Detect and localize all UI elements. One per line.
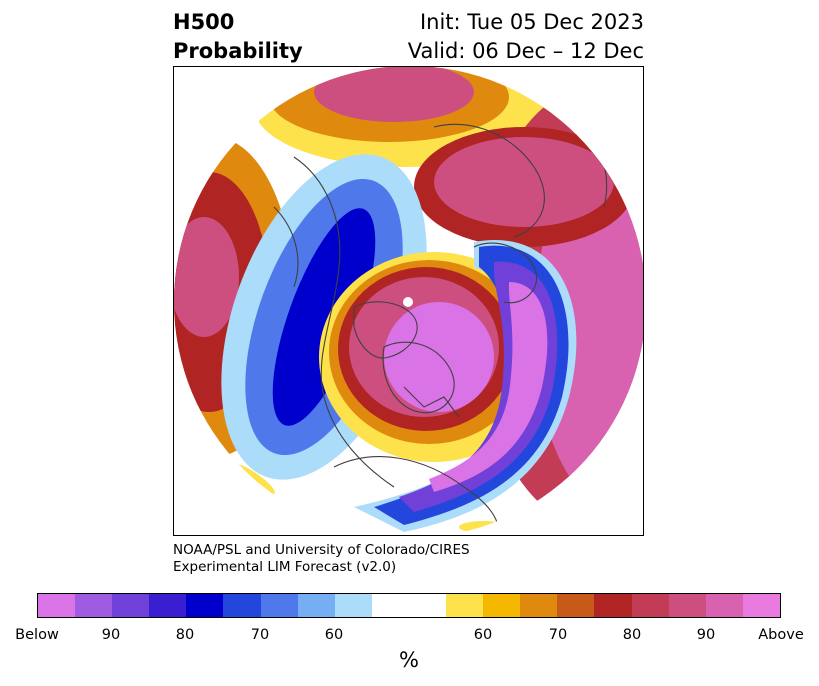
colorbar-segment	[112, 594, 150, 617]
colorbar-segment	[557, 594, 595, 617]
credit: NOAA/PSL and University of Colorado/CIRE…	[173, 542, 470, 576]
colorbar-segment	[483, 594, 521, 617]
colorbar-segment	[742, 594, 780, 617]
credit-line1: NOAA/PSL and University of Colorado/CIRE…	[173, 542, 470, 558]
colorbar-segment	[297, 594, 335, 617]
colorbar-segment	[75, 594, 113, 617]
colorbar-tick-label: 60	[473, 627, 493, 643]
colorbar-tick-label: 70	[548, 627, 568, 643]
colorbar-tick-label: 80	[175, 627, 195, 643]
colorbar-tick-label: 90	[696, 627, 716, 643]
colorbar-unit: %	[399, 648, 419, 672]
title-product: Probability	[173, 39, 303, 63]
colorbar-tick-label: 70	[250, 627, 270, 643]
colorbar-segment	[408, 594, 447, 617]
colorbar-segment	[446, 594, 484, 617]
colorbar	[37, 593, 781, 618]
colorbar-tick-label: 80	[622, 627, 642, 643]
pole-marker	[403, 297, 413, 307]
credit-line2: Experimental LIM Forecast (v2.0)	[173, 559, 397, 575]
colorbar-tick-label: 90	[101, 627, 121, 643]
probability-map	[173, 66, 644, 536]
colorbar-segment	[223, 594, 261, 617]
init-date: Init: Tue 05 Dec 2023	[419, 10, 644, 34]
colorbar-segment	[38, 594, 76, 617]
title-left: H500 Probability	[173, 8, 303, 66]
colorbar-segment	[149, 594, 187, 617]
colorbar-tick-label: Above	[758, 627, 804, 643]
colorbar-segment	[334, 594, 372, 617]
colorbar-segment	[520, 594, 558, 617]
polar-map-svg	[174, 67, 643, 535]
colorbar-segment	[668, 594, 706, 617]
colorbar-tick-label: 60	[324, 627, 344, 643]
colorbar-segment	[631, 594, 669, 617]
colorbar-segment	[594, 594, 632, 617]
colorbar-segment	[186, 594, 224, 617]
colorbar-tick-label: Below	[15, 627, 59, 643]
colorbar-segment	[260, 594, 298, 617]
colorbar-segment	[371, 594, 409, 617]
colorbar-segment	[705, 594, 743, 617]
probability-field	[174, 67, 643, 535]
title-right: Init: Tue 05 Dec 2023 Valid: 06 Dec – 12…	[408, 8, 644, 66]
valid-range: Valid: 06 Dec – 12 Dec	[407, 39, 644, 63]
title-variable: H500	[173, 10, 235, 34]
